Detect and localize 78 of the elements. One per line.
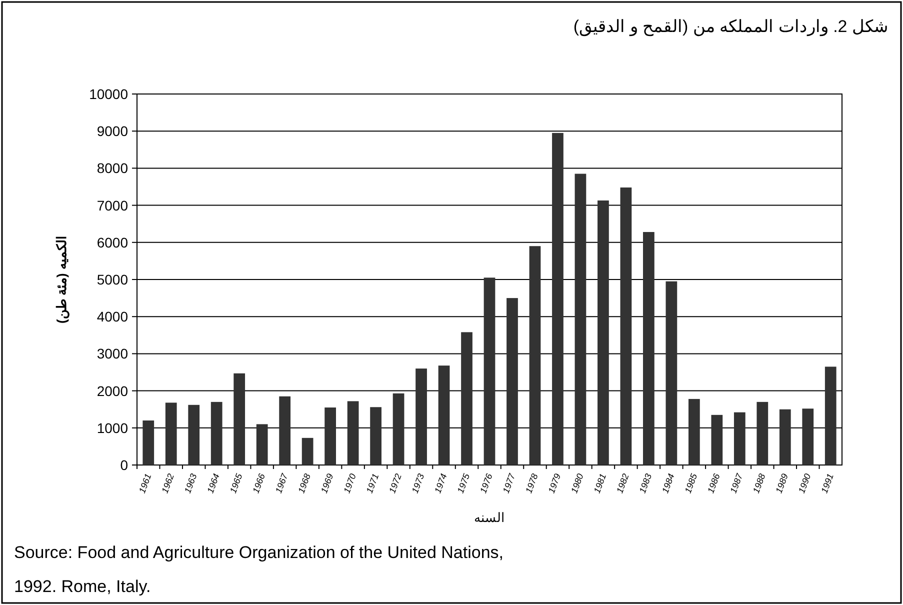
bar	[165, 402, 177, 465]
bar	[188, 404, 200, 465]
bar	[484, 278, 496, 465]
bar	[666, 281, 678, 465]
y-tick-label: 6000	[96, 234, 128, 250]
x-tick-label: 1986	[706, 472, 722, 495]
x-tick-label: 1974	[432, 472, 449, 495]
bar	[643, 232, 654, 465]
x-tick-label: 1972	[387, 472, 404, 495]
bar	[529, 246, 541, 465]
x-tick-label: 1977	[500, 471, 518, 495]
bar	[620, 187, 632, 465]
x-tick-label: 1981	[592, 472, 608, 495]
x-tick-label: 1991	[819, 472, 836, 495]
bar	[711, 414, 723, 465]
bar	[392, 393, 404, 465]
x-tick-label: 1973	[410, 472, 426, 495]
x-tick-label: 1966	[250, 472, 267, 495]
x-tick-label: 1985	[682, 471, 700, 495]
y-tick-label: 0	[120, 457, 128, 473]
x-tick-label: 1964	[205, 472, 222, 495]
x-tick-label: 1989	[774, 472, 790, 495]
x-tick-label: 1984	[660, 472, 676, 495]
y-tick-label: 10000	[89, 86, 128, 102]
x-axis-title: السنه	[474, 510, 505, 525]
bar	[779, 409, 791, 465]
source-note: Source: Food and Agriculture Organization of the United Nations,	[14, 543, 504, 562]
x-tick-label: 1978	[524, 472, 540, 495]
bar	[552, 132, 564, 465]
x-tick-label: 1961	[137, 472, 154, 495]
x-tick-label: 1963	[182, 472, 199, 495]
x-tick-label: 1967	[273, 471, 290, 495]
bar	[370, 407, 382, 465]
x-tick-label: 1970	[342, 472, 358, 495]
chart-title: شكل 2. واردات المملكه من (القمح و الدقيق)	[573, 17, 888, 37]
x-tick-label: 1971	[364, 472, 381, 495]
y-tick-label: 1000	[96, 420, 128, 436]
text: 1992. Rome, Italy.	[14, 577, 151, 596]
y-tick-label: 8000	[96, 160, 128, 176]
bar	[324, 407, 336, 465]
bar	[210, 402, 222, 465]
x-tick-label: 1988	[751, 472, 768, 495]
x-tick-label: 1980	[569, 472, 586, 495]
bar	[234, 373, 246, 465]
y-tick-label: 4000	[96, 308, 128, 325]
bar	[347, 401, 359, 465]
bar	[802, 408, 814, 465]
x-tick-label: 1982	[614, 472, 631, 495]
bar	[302, 438, 314, 465]
bar	[756, 402, 768, 465]
y-tick-label: 2000	[96, 382, 128, 399]
x-tick-label: 1983	[637, 472, 654, 495]
y-tick-label: 9000	[96, 123, 128, 140]
x-tick-label: 1975	[455, 471, 472, 495]
y-tick-label: 5000	[96, 272, 128, 288]
bar	[598, 200, 609, 465]
bar	[461, 332, 472, 465]
bar	[142, 420, 154, 465]
x-tick-label: 1976	[478, 472, 494, 495]
bar	[438, 366, 450, 465]
x-tick-label: 1965	[228, 471, 245, 495]
y-tick-label: 7000	[96, 197, 128, 214]
bar	[688, 398, 700, 465]
bar	[256, 424, 268, 465]
y-axis-title: الكميه (مئة طن)	[54, 236, 70, 324]
bar	[734, 412, 746, 465]
bar	[279, 396, 291, 465]
y-tick-label: 3000	[96, 346, 128, 362]
x-tick-label: 1969	[318, 472, 336, 495]
bar	[824, 366, 836, 465]
x-tick-label: 1968	[296, 472, 312, 495]
bar	[416, 368, 427, 465]
x-tick-label: 1962	[160, 472, 176, 495]
bar	[574, 174, 586, 465]
x-tick-label: 1990	[796, 472, 813, 495]
x-tick-label: 1987	[728, 471, 745, 495]
x-tick-label: 1979	[546, 472, 563, 495]
bar	[506, 298, 518, 465]
